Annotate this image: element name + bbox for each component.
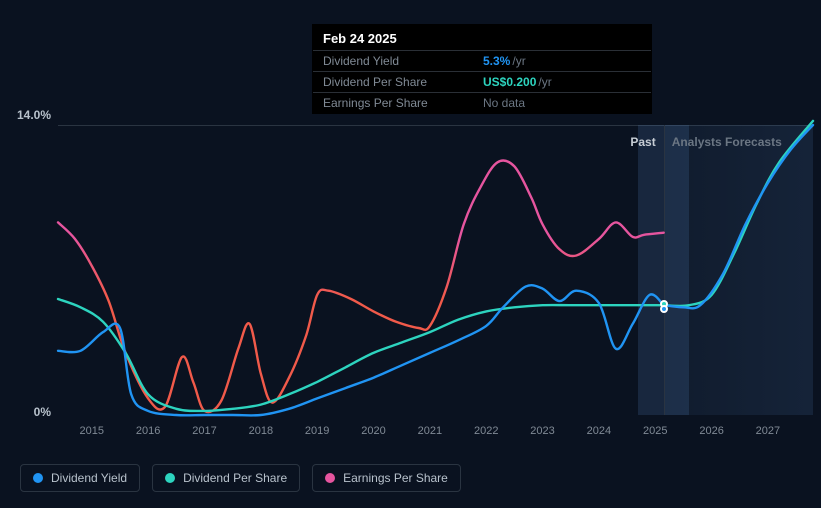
tooltip-unit: /yr bbox=[512, 54, 525, 68]
tooltip-row-dividend-yield: Dividend Yield 5.3%/yr bbox=[313, 50, 651, 71]
legend-dividend-per-share[interactable]: Dividend Per Share bbox=[152, 464, 300, 492]
legend-dot-icon bbox=[325, 473, 335, 483]
tooltip-unit: /yr bbox=[538, 75, 551, 89]
x-axis: 2015 2016 2017 2018 2019 2020 2021 2022 2023 2024… bbox=[58, 425, 813, 445]
y-tick-max: 14.0% bbox=[1, 108, 51, 122]
legend-earnings-per-share[interactable]: Earnings Per Share bbox=[312, 464, 461, 492]
x-tick: 2019 bbox=[305, 425, 329, 437]
tooltip-label: Dividend Per Share bbox=[323, 75, 473, 89]
chart-tooltip: Feb 24 2025 Dividend Yield 5.3%/yr Divid… bbox=[312, 24, 652, 114]
x-tick: 2018 bbox=[249, 425, 273, 437]
tooltip-value: US$0.200 bbox=[483, 75, 536, 89]
x-tick: 2027 bbox=[756, 425, 780, 437]
line-dividend-per-share-past bbox=[58, 299, 664, 411]
line-dividend-yield-forecast bbox=[664, 125, 813, 308]
x-tick: 2021 bbox=[418, 425, 442, 437]
tooltip-label: Earnings Per Share bbox=[323, 96, 473, 110]
tooltip-row-dividend-per-share: Dividend Per Share US$0.200/yr bbox=[313, 71, 651, 92]
tooltip-value: 5.3% bbox=[483, 54, 510, 68]
x-tick: 2023 bbox=[530, 425, 554, 437]
tooltip-value: No data bbox=[483, 96, 525, 110]
tooltip-row-earnings-per-share: Earnings Per Share No data bbox=[313, 92, 651, 113]
legend-dot-icon bbox=[33, 473, 43, 483]
tooltip-date: Feb 24 2025 bbox=[313, 25, 651, 50]
legend-label: Dividend Per Share bbox=[183, 471, 287, 485]
x-tick: 2016 bbox=[136, 425, 160, 437]
line-earnings-per-share bbox=[58, 161, 664, 413]
x-tick: 2026 bbox=[699, 425, 723, 437]
chart-legend: Dividend Yield Dividend Per Share Earnin… bbox=[20, 464, 461, 492]
y-tick-min: 0% bbox=[1, 405, 51, 419]
x-tick: 2015 bbox=[80, 425, 104, 437]
x-tick: 2025 bbox=[643, 425, 667, 437]
tooltip-label: Dividend Yield bbox=[323, 54, 473, 68]
legend-dot-icon bbox=[165, 473, 175, 483]
legend-label: Dividend Yield bbox=[51, 471, 127, 485]
legend-label: Earnings Per Share bbox=[343, 471, 448, 485]
chart-lines-svg bbox=[58, 125, 813, 415]
dividend-chart: 14.0% 0% Past Analysts Forecasts bbox=[0, 0, 821, 508]
plot-area[interactable]: Past Analysts Forecasts bbox=[58, 125, 813, 415]
x-tick: 2020 bbox=[361, 425, 385, 437]
x-tick: 2024 bbox=[587, 425, 611, 437]
x-tick: 2017 bbox=[192, 425, 216, 437]
legend-dividend-yield[interactable]: Dividend Yield bbox=[20, 464, 140, 492]
x-tick: 2022 bbox=[474, 425, 498, 437]
highlight-dot bbox=[660, 305, 668, 313]
